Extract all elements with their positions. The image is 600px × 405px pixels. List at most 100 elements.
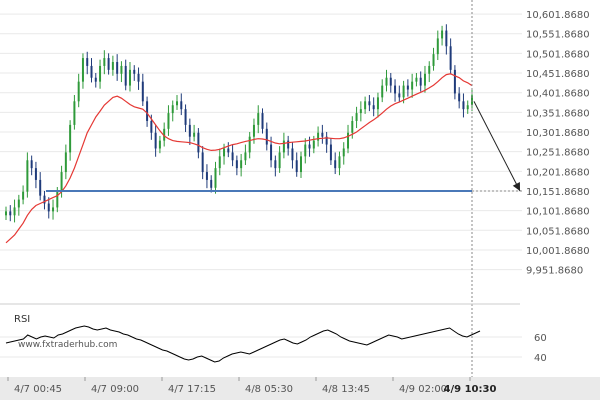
candle-body — [39, 179, 42, 196]
rsi-line — [5, 325, 481, 363]
candle-body — [368, 101, 371, 106]
candle-body — [163, 128, 166, 141]
candle-body — [150, 120, 153, 133]
candle-body — [321, 132, 324, 137]
candle-body — [34, 168, 37, 180]
candle-body — [13, 207, 16, 216]
watermark: www.fxtraderhub.com — [18, 340, 117, 350]
candle-body — [30, 160, 33, 169]
candle-body — [304, 144, 307, 157]
candle-body — [261, 113, 264, 129]
candle-body — [137, 73, 140, 82]
candle-body — [398, 93, 401, 98]
time-tick-label: 4/9 10:30 — [444, 384, 497, 395]
candle-body — [278, 152, 281, 169]
time-tick-label: 4/8 05:30 — [245, 384, 293, 395]
candle-body — [107, 58, 110, 70]
candle-body — [81, 58, 84, 82]
candle-body — [223, 148, 226, 157]
candle-body — [5, 211, 7, 216]
candle-body — [419, 77, 422, 86]
candle-body — [197, 132, 200, 153]
candle-body — [295, 160, 298, 173]
candle-body — [282, 140, 285, 153]
candle-body — [372, 105, 375, 110]
candle-body — [415, 77, 418, 82]
forecast-arrow-head — [512, 182, 520, 191]
price-tick-label: 10,601.8680 — [526, 10, 590, 21]
candle-body — [334, 160, 337, 169]
price-tick-label: 10,101.8680 — [526, 207, 590, 218]
candle-body — [227, 148, 230, 153]
candle-body — [274, 160, 277, 169]
candle-body — [99, 65, 102, 82]
candle-body — [94, 77, 97, 82]
candle-body — [338, 156, 341, 169]
candle-body — [299, 156, 302, 173]
candle-body — [312, 140, 315, 149]
candle-body — [329, 144, 332, 161]
candle-body — [180, 101, 183, 110]
time-tick-label: 4/7 09:00 — [91, 384, 139, 395]
price-tick-label: 10,551.8680 — [526, 30, 590, 41]
price-tick-label: 10,251.8680 — [526, 148, 590, 159]
candle-body — [458, 93, 461, 102]
candle-body — [60, 172, 63, 192]
candle-body — [364, 101, 367, 110]
rsi-tick-label: 60 — [534, 333, 547, 344]
candle-body — [210, 179, 213, 188]
candle-body — [214, 168, 217, 188]
time-tick-label: 4/7 00:45 — [14, 384, 62, 395]
candle-body — [73, 101, 76, 125]
price-tick-label: 10,351.8680 — [526, 108, 590, 119]
time-tick-label: 4/7 17:15 — [168, 384, 216, 395]
time-tick-label: 4/9 02:00 — [399, 384, 447, 395]
candle-body — [56, 191, 59, 208]
candle-body — [193, 132, 196, 137]
candle-body — [235, 160, 238, 169]
candle-body — [90, 65, 93, 78]
candle-body — [9, 211, 12, 216]
price-tick-label: 9,951.8680 — [526, 266, 583, 277]
candle-body — [248, 136, 251, 153]
candle-body — [22, 191, 25, 200]
candle-body — [231, 152, 234, 161]
candle-body — [449, 46, 452, 70]
candle-body — [317, 132, 320, 141]
candle-body — [205, 172, 208, 180]
candle-body — [441, 30, 444, 39]
rsi-tick-label: 40 — [534, 353, 547, 364]
rsi-axis: 60 40 — [534, 333, 547, 364]
candle-body — [17, 199, 20, 208]
candle-body — [69, 124, 72, 153]
candle-body — [436, 38, 439, 55]
candle-body — [265, 128, 268, 145]
candle-body — [359, 109, 362, 114]
candle-body — [342, 148, 345, 157]
price-axis: 10,601.8680 10,551.8680 10,501.8680 10,451.… — [526, 10, 590, 277]
candle-body — [201, 152, 204, 173]
candle-body — [257, 113, 260, 125]
time-tick-label: 4/8 13:45 — [322, 384, 370, 395]
price-tick-label: 10,001.8680 — [526, 246, 590, 257]
candle-body — [466, 105, 469, 110]
candle-body — [252, 124, 255, 137]
candle-body — [146, 101, 149, 121]
candle-body — [402, 85, 405, 98]
candle-body — [381, 85, 384, 98]
candle-body — [394, 85, 397, 94]
candle-body — [124, 65, 127, 86]
candle-body — [240, 160, 243, 169]
price-tick-label: 10,151.8680 — [526, 187, 590, 198]
candle-body — [287, 140, 290, 149]
price-tick-label: 10,301.8680 — [526, 128, 590, 139]
candle-body — [347, 132, 350, 149]
candle-body — [423, 73, 426, 86]
time-axis: 4/7 00:45 4/7 09:00 4/7 17:15 4/8 05:30 4/8 … — [7, 377, 497, 395]
candle-body — [270, 144, 273, 161]
candle-body — [325, 136, 328, 145]
candle-body — [176, 101, 179, 106]
candle-body — [103, 58, 106, 66]
